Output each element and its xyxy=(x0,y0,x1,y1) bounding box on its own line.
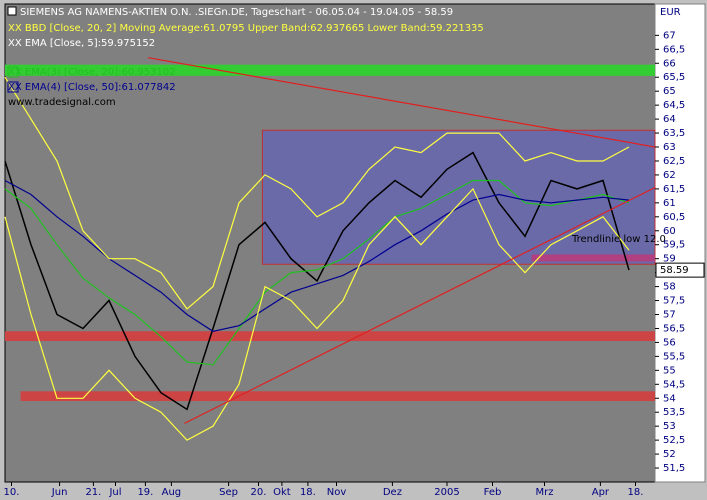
y-tick-label: 59,5 xyxy=(663,240,685,251)
y-tick-label: 54 xyxy=(663,393,676,404)
x-tick-label: Jul xyxy=(108,487,121,498)
y-tick-label: 63,5 xyxy=(663,128,685,139)
chart-title: SIEMENS AG NAMENS-AKTIEN O.N. .SIEGn.DE,… xyxy=(20,7,453,18)
y-tick-label: 62,5 xyxy=(663,156,685,167)
y-tick-label: 61 xyxy=(663,198,676,209)
x-tick-label: 2005 xyxy=(434,487,459,498)
series-line xyxy=(4,187,630,441)
series-line xyxy=(4,76,630,310)
legend-text: XX EMA [Close, 5]:59.975152 xyxy=(8,38,155,49)
x-tick-label: 18. xyxy=(300,487,316,498)
axis-unit: EUR xyxy=(660,7,681,18)
x-tick-label: Jun xyxy=(51,487,68,498)
y-tick-label: 59 xyxy=(663,254,676,265)
y-tick-label: 63 xyxy=(663,142,676,153)
y-tick-label: 53,5 xyxy=(663,407,685,418)
annotation: Trendlinie low 12.0 xyxy=(571,234,666,245)
y-tick-label: 56,5 xyxy=(663,323,685,334)
legend-text: XX EMA(4) [Close, 50]:61.077842 xyxy=(8,82,176,93)
y-tick-label: 55 xyxy=(663,365,676,376)
x-tick-label: Feb xyxy=(484,487,502,498)
y-tick-label: 60,5 xyxy=(663,212,685,223)
legend-icon xyxy=(7,6,17,16)
y-tick-label: 52 xyxy=(663,449,676,460)
legend-icon xyxy=(7,81,19,93)
legend-icon xyxy=(7,66,19,78)
y-tick-label: 54,5 xyxy=(663,379,685,390)
y-tick-label: 62 xyxy=(663,170,676,181)
x-tick-label: Aug xyxy=(162,487,182,498)
trendline xyxy=(184,186,656,424)
y-tick-label: 65,5 xyxy=(663,72,685,83)
y-tick-label: 51,5 xyxy=(663,463,685,474)
y-tick-label: 65 xyxy=(663,86,676,97)
x-tick-label: 19. xyxy=(137,487,153,498)
legend-text: www.tradesignal.com xyxy=(8,97,116,108)
y-tick-label: 66,5 xyxy=(663,44,685,55)
last-value-label: 58.59 xyxy=(660,265,689,276)
trendline xyxy=(147,57,656,148)
zone xyxy=(20,391,656,402)
y-tick-label: 64,5 xyxy=(663,100,685,111)
y-axis-area xyxy=(654,3,706,483)
y-tick-label: 66 xyxy=(663,58,676,69)
x-tick-label: 10. xyxy=(4,487,20,498)
x-tick-label: Mrz xyxy=(536,487,554,498)
x-tick-label: Okt xyxy=(273,487,291,498)
zone xyxy=(5,331,655,342)
y-tick-label: 57,5 xyxy=(663,296,685,307)
x-tick-label: Dez xyxy=(383,487,402,498)
x-tick-label: Apr xyxy=(592,487,610,498)
zone xyxy=(531,254,655,262)
y-tick-label: 58 xyxy=(663,282,676,293)
y-tick-label: 52,5 xyxy=(663,435,685,446)
y-tick-label: 57 xyxy=(663,310,676,321)
x-tick-label: 18. xyxy=(628,487,644,498)
y-tick-label: 67 xyxy=(663,30,676,41)
legend-text: XX BBD [Close, 20, 2] Moving Average:61.… xyxy=(8,23,484,34)
legend-text: XX EMA(3) [Close, 20]:60.953102 xyxy=(8,67,176,78)
x-tick-label: 20. xyxy=(251,487,267,498)
y-tick-label: 64 xyxy=(663,114,676,125)
y-tick-label: 61,5 xyxy=(663,184,685,195)
y-tick-label: 56 xyxy=(663,337,676,348)
series-line xyxy=(4,151,630,411)
last-value-box xyxy=(655,262,705,278)
series-line xyxy=(4,179,630,366)
y-tick-label: 53 xyxy=(663,421,676,432)
x-tick-label: Nov xyxy=(327,487,347,498)
x-tick-label: 21. xyxy=(85,487,101,498)
y-tick-label: 60 xyxy=(663,226,676,237)
y-tick-label: 55,5 xyxy=(663,351,685,362)
x-tick-label: Sep xyxy=(219,487,238,498)
zone xyxy=(5,64,655,76)
